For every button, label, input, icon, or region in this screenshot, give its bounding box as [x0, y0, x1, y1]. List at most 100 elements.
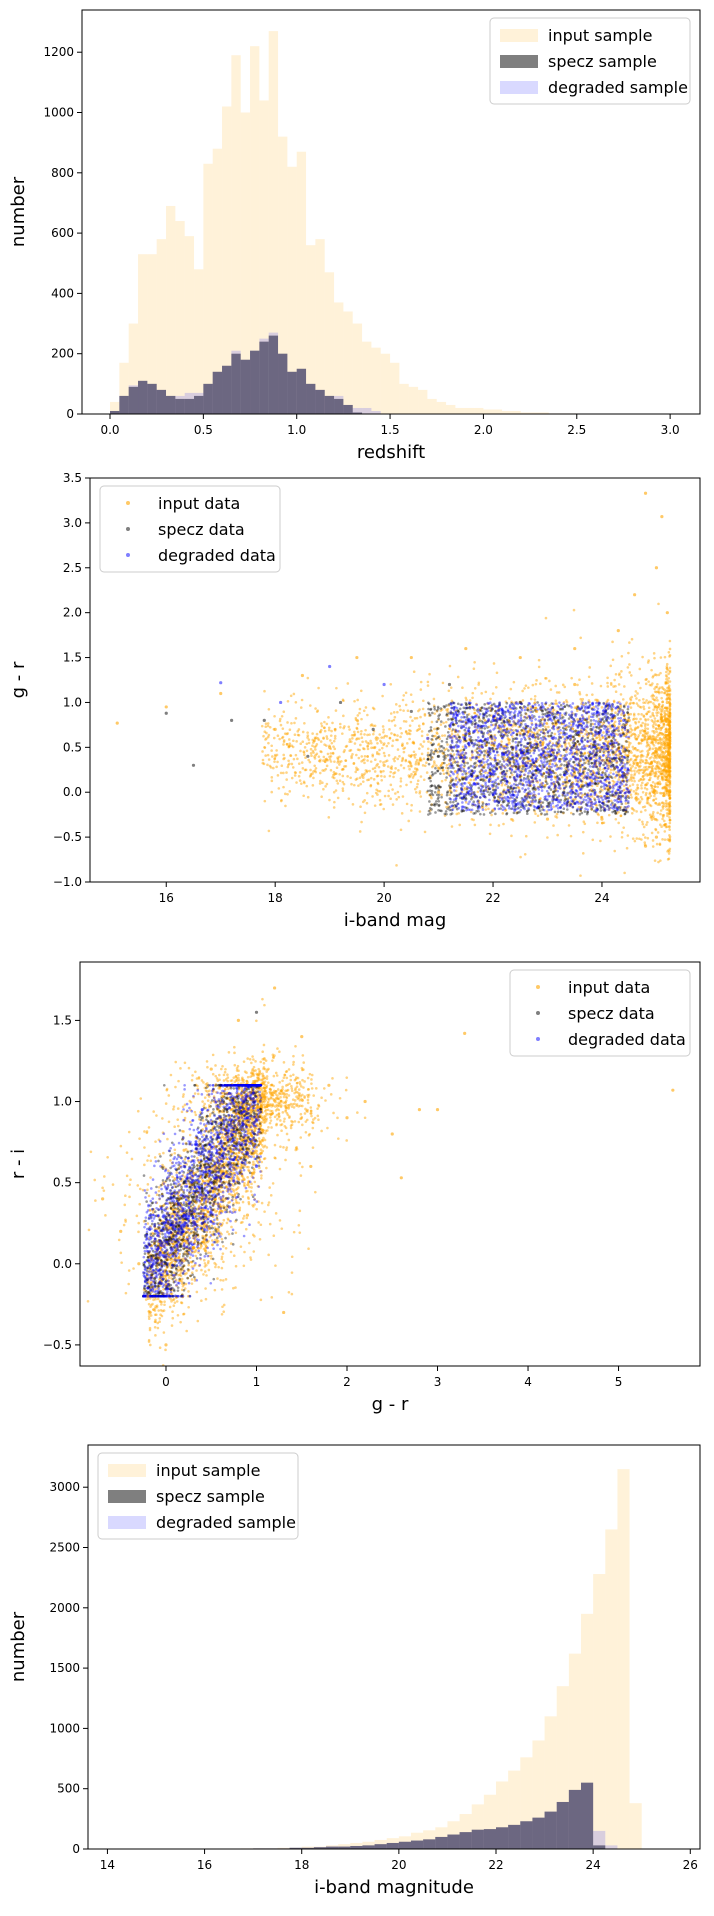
scatter-point — [456, 702, 460, 706]
scatter-point — [644, 765, 648, 769]
scatter-point — [315, 732, 319, 736]
scatter-point — [445, 740, 449, 744]
scatter-point — [663, 706, 667, 710]
scatter-point — [448, 664, 452, 668]
scatter-point — [580, 801, 583, 805]
scatter-point — [661, 772, 665, 775]
scatter-point — [325, 744, 328, 747]
scatter-point — [440, 763, 443, 767]
scatter-point — [524, 761, 528, 764]
scatter-point — [547, 710, 551, 714]
scatter-point — [660, 775, 664, 779]
scatter-point — [563, 685, 567, 689]
scatter-point — [547, 792, 550, 795]
scatter-point — [500, 721, 504, 725]
scatter-point — [668, 751, 672, 755]
scatter-point — [519, 751, 523, 755]
scatter-point — [598, 803, 602, 807]
scatter-point — [548, 762, 552, 766]
scatter-point — [458, 707, 462, 711]
scatter-point — [638, 760, 642, 764]
scatter-point — [658, 736, 662, 740]
scatter-point — [333, 800, 336, 804]
scatter-point — [490, 740, 494, 744]
scatter-point — [313, 745, 316, 749]
scatter-point — [288, 738, 291, 741]
scatter-point — [632, 762, 636, 765]
scatter-point — [428, 800, 431, 803]
scatter-point — [601, 736, 604, 740]
scatter-point — [630, 751, 633, 754]
scatter-point — [620, 835, 624, 839]
scatter-point — [519, 855, 522, 859]
scatter-point — [481, 806, 485, 809]
scatter-point — [370, 741, 373, 745]
scatter-point — [602, 806, 606, 809]
scatter-point — [418, 810, 422, 813]
scatter-point — [405, 802, 409, 806]
scatter-point — [668, 804, 672, 808]
scatter-point — [562, 748, 566, 752]
hist-bar — [446, 404, 456, 414]
scatter-point — [382, 761, 385, 764]
scatter-point — [640, 739, 643, 742]
scatter-point — [349, 776, 352, 780]
scatter-point — [534, 682, 538, 686]
scatter-point — [450, 779, 454, 782]
scatter-point — [445, 793, 449, 797]
scatter-point — [341, 789, 345, 793]
scatter-point — [654, 723, 658, 727]
scatter-point — [481, 746, 484, 749]
scatter-point — [442, 758, 446, 761]
scatter-point — [660, 777, 664, 781]
scatter-point — [286, 765, 290, 769]
scatter-point — [373, 770, 377, 773]
scatter-point — [508, 768, 512, 772]
scatter-point — [462, 706, 466, 710]
scatter-point — [537, 658, 541, 662]
scatter-point — [347, 797, 351, 800]
scatter-point — [521, 728, 525, 732]
scatter-point — [667, 852, 671, 855]
scatter-point — [341, 787, 345, 790]
scatter-point — [563, 799, 567, 802]
scatter-point — [353, 730, 356, 734]
scatter-point — [498, 716, 502, 720]
scatter-point — [473, 823, 477, 827]
scatter-point — [483, 795, 486, 799]
scatter-point — [667, 723, 671, 727]
x-axis-label: redshift — [357, 442, 425, 463]
scatter-point — [606, 747, 610, 750]
scatter-point — [569, 796, 573, 799]
scatter-point — [665, 735, 668, 739]
scatter-point — [557, 691, 561, 694]
scatter-point — [329, 760, 333, 763]
scatter-point — [493, 758, 496, 762]
scatter-point — [640, 797, 644, 801]
scatter-point — [449, 786, 452, 790]
scatter-point — [664, 733, 667, 737]
scatter-point — [668, 712, 672, 715]
scatter-point — [663, 718, 667, 721]
scatter-point — [499, 791, 502, 795]
scatter-point — [587, 762, 591, 766]
scatter-point — [632, 714, 636, 717]
scatter-point — [375, 738, 378, 742]
scatter-point — [613, 766, 616, 770]
scatter-point — [504, 772, 508, 775]
scatter-point — [645, 755, 649, 759]
scatter-point — [667, 743, 671, 746]
scatter-point — [528, 737, 532, 741]
scatter-point — [639, 717, 642, 721]
scatter-point — [653, 705, 657, 709]
scatter-point — [445, 766, 448, 770]
scatter-point — [364, 769, 368, 772]
legend-box — [489, 17, 691, 105]
scatter-point — [640, 739, 644, 742]
scatter-point — [366, 755, 369, 758]
scatter-point — [666, 717, 670, 721]
scatter-point — [553, 810, 557, 814]
hist-bar — [306, 383, 316, 414]
scatter-point — [558, 714, 562, 718]
scatter-point — [323, 760, 327, 763]
